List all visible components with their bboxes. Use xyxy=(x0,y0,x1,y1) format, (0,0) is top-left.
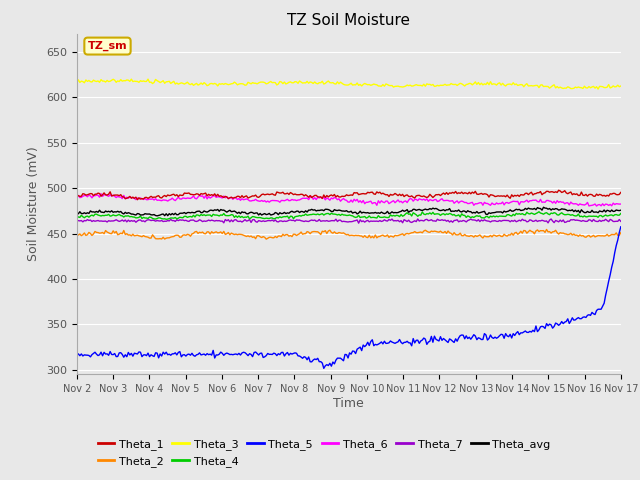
Y-axis label: Soil Moisture (mV): Soil Moisture (mV) xyxy=(28,146,40,262)
Text: TZ_sm: TZ_sm xyxy=(88,41,127,51)
Legend: Theta_1, Theta_2, Theta_3, Theta_4, Theta_5, Theta_6, Theta_7, Theta_avg: Theta_1, Theta_2, Theta_3, Theta_4, Thet… xyxy=(93,435,555,471)
X-axis label: Time: Time xyxy=(333,397,364,410)
Title: TZ Soil Moisture: TZ Soil Moisture xyxy=(287,13,410,28)
